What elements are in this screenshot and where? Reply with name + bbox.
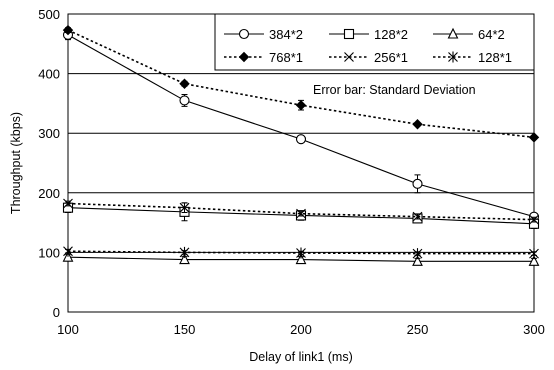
legend-box: [214, 13, 535, 71]
y-tick-label: 200: [38, 186, 60, 201]
series-layer: [62, 24, 540, 266]
data-point: [412, 119, 423, 130]
x-tick-label: 200: [290, 322, 312, 337]
y-tick-label: 300: [38, 126, 60, 141]
x-tick-label: 300: [523, 322, 545, 337]
legend-marker: [238, 28, 250, 40]
data-point: [529, 214, 539, 225]
legend-item: 64*2: [433, 27, 505, 42]
data-point: [63, 198, 73, 209]
data-point: [529, 248, 539, 260]
data-point: [295, 253, 307, 265]
legend-marker: [344, 52, 354, 62]
x-tick-label: 100: [57, 322, 79, 337]
data-point: [528, 255, 540, 266]
data-point: [179, 95, 190, 106]
legend-marker: [343, 28, 355, 40]
data-point: [179, 78, 190, 89]
y-tick-labels: 0 100 200 300 400 500: [38, 7, 60, 320]
legend-marker: [238, 51, 250, 63]
legend-item: 768*1: [224, 50, 303, 65]
series-128*1: [63, 245, 539, 260]
legend: 384*2 128*2 64*2 768*1 256*1 128*1: [214, 13, 535, 71]
legend-label: 256*1: [374, 50, 408, 65]
legend-label: 768*1: [269, 50, 303, 65]
legend-item: 256*1: [329, 50, 408, 65]
data-point: [179, 253, 190, 265]
data-point: [412, 211, 423, 222]
data-point: [412, 178, 423, 189]
legend-label: 128*1: [478, 50, 512, 65]
x-axis-label: Delay of link1 (ms): [249, 350, 353, 364]
y-tick-label: 500: [38, 7, 60, 22]
data-point: [295, 134, 307, 145]
x-tick-label: 150: [174, 322, 196, 337]
annotation-text: Error bar: Standard Deviation: [313, 83, 476, 97]
legend-item: 384*2: [224, 27, 303, 42]
y-tick-label: 100: [38, 245, 60, 260]
legend-marker: [447, 27, 459, 39]
legend-item: 128*1: [433, 50, 512, 65]
series-768*1: [62, 24, 540, 143]
x-tick-label: 250: [407, 322, 429, 337]
legend-item: 128*2: [329, 27, 408, 42]
data-point: [412, 248, 423, 260]
data-point: [179, 246, 190, 258]
data-point: [295, 99, 307, 111]
series-64*2: [62, 250, 540, 266]
data-point: [528, 132, 540, 143]
y-axis-label: Throughput (kbps): [9, 112, 23, 214]
data-point: [296, 208, 306, 219]
series-256*1: [63, 198, 539, 225]
y-tick-label: 0: [53, 305, 60, 320]
data-point: [62, 24, 74, 36]
legend-items: 384*2 128*2 64*2 768*1 256*1 128*1: [224, 27, 512, 65]
legend-label: 128*2: [374, 27, 408, 42]
legend-marker: [448, 51, 458, 63]
x-tick-labels: 100 150 200 250 300: [57, 322, 545, 337]
data-point: [179, 202, 190, 213]
legend-label: 384*2: [269, 27, 303, 42]
data-point: [296, 247, 306, 259]
data-point: [412, 255, 423, 266]
data-point: [63, 245, 73, 257]
legend-label: 64*2: [478, 27, 505, 42]
y-tick-label: 400: [38, 67, 60, 82]
